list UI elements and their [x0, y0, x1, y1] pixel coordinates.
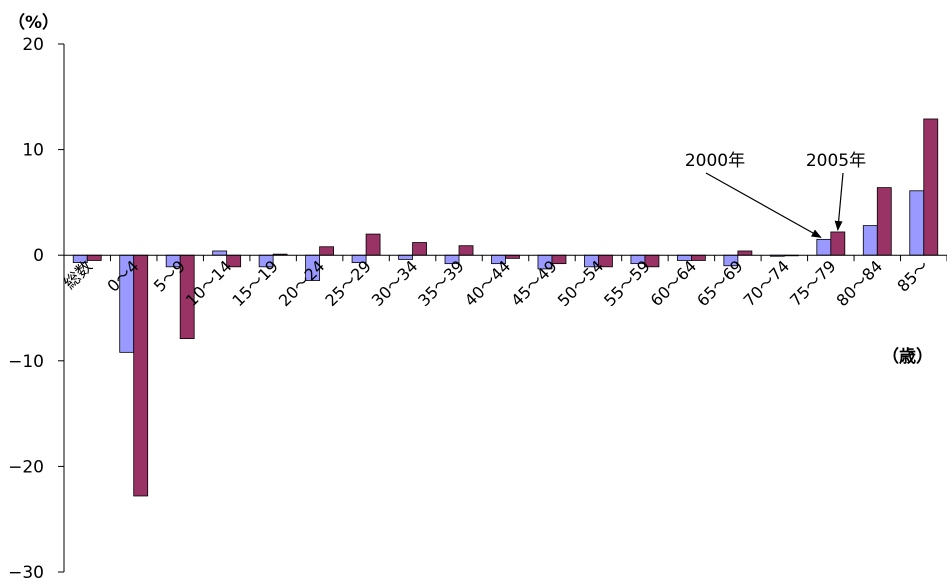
- y-tick-label: 20: [22, 35, 44, 55]
- annotation-arrow: [834, 172, 844, 231]
- category-label: 65～69: [693, 257, 747, 311]
- bar-series2: [737, 250, 753, 256]
- bar-series2: [365, 233, 381, 256]
- category-label: 40～44: [461, 257, 515, 311]
- bar-series2: [412, 242, 427, 256]
- bar-series2: [690, 254, 706, 261]
- bar-series2: [876, 187, 892, 256]
- category-label: 25～29: [321, 257, 375, 311]
- annotations: 2000年 2005年: [685, 151, 866, 238]
- bar-series2: [319, 246, 335, 256]
- bar-series1: [862, 225, 878, 256]
- annotation-arrow: [705, 172, 822, 238]
- category-label: 75～79: [786, 257, 840, 311]
- bar-series1: [909, 190, 925, 256]
- bars: [72, 118, 939, 497]
- bar-series2: [830, 231, 846, 256]
- category-label: 20～24: [275, 257, 329, 311]
- x-axis: [64, 254, 947, 262]
- bar-series2: [923, 118, 939, 256]
- y-tick-label: −10: [8, 352, 44, 372]
- category-label: 85～: [893, 257, 932, 296]
- category-label: 総数: [60, 257, 96, 293]
- y-tick-label: −30: [8, 563, 44, 581]
- annotation-label: 2000年: [685, 151, 745, 171]
- category-label: 50～54: [554, 257, 608, 311]
- bar-series2: [458, 245, 474, 256]
- y-tick-label: −20: [8, 457, 44, 477]
- bar-series1: [212, 250, 228, 256]
- bar-series2: [86, 254, 102, 261]
- category-label: 70～74: [740, 257, 794, 311]
- y-tick-label: 10: [22, 141, 44, 161]
- annotation-label: 2005年: [806, 151, 866, 171]
- x-unit-label: （歳）: [882, 346, 933, 367]
- bar-series2: [551, 254, 567, 265]
- category-label: 45～49: [507, 257, 561, 311]
- bar-series1: [816, 238, 832, 256]
- y-tick-label: 0: [33, 246, 44, 266]
- y-unit-label: （%）: [8, 12, 59, 33]
- category-label: 30～34: [368, 257, 422, 311]
- category-label: 80～84: [833, 257, 887, 311]
- category-label: 35～39: [414, 257, 468, 311]
- y-axis: 20 10 0 −10 −20 −30: [8, 35, 65, 581]
- bar-series2: [133, 254, 149, 497]
